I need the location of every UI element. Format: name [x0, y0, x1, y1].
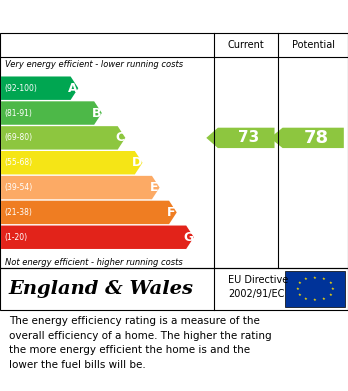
- Text: Current: Current: [228, 40, 264, 50]
- Polygon shape: [1, 77, 78, 100]
- Text: ★: ★: [313, 298, 317, 302]
- Polygon shape: [270, 128, 344, 148]
- Text: A: A: [68, 82, 78, 95]
- Text: B: B: [92, 106, 101, 120]
- Text: Very energy efficient - lower running costs: Very energy efficient - lower running co…: [5, 60, 183, 69]
- Text: (55-68): (55-68): [4, 158, 32, 167]
- Text: C: C: [116, 131, 125, 144]
- Text: 73: 73: [238, 130, 260, 145]
- Polygon shape: [206, 128, 275, 148]
- Text: England & Wales: England & Wales: [9, 280, 194, 298]
- Polygon shape: [1, 226, 194, 249]
- Text: (1-20): (1-20): [4, 233, 27, 242]
- Text: The energy efficiency rating is a measure of the
overall efficiency of a home. T: The energy efficiency rating is a measur…: [9, 316, 271, 369]
- Text: EU Directive
2002/91/EC: EU Directive 2002/91/EC: [228, 275, 288, 299]
- Text: (81-91): (81-91): [4, 109, 32, 118]
- Text: ★: ★: [329, 292, 332, 297]
- Text: (69-80): (69-80): [4, 133, 32, 142]
- Text: (21-38): (21-38): [4, 208, 32, 217]
- Text: Not energy efficient - higher running costs: Not energy efficient - higher running co…: [5, 258, 183, 267]
- Polygon shape: [1, 201, 177, 224]
- Text: (39-54): (39-54): [4, 183, 32, 192]
- Text: ★: ★: [313, 276, 317, 280]
- Text: G: G: [183, 231, 194, 244]
- Text: ★: ★: [329, 282, 332, 285]
- Bar: [285, 271, 345, 307]
- Polygon shape: [1, 176, 160, 199]
- Text: ★: ★: [298, 282, 301, 285]
- Text: ★: ★: [322, 297, 326, 301]
- Text: F: F: [167, 206, 176, 219]
- Text: ★: ★: [322, 277, 326, 281]
- Text: ★: ★: [298, 292, 301, 297]
- Text: ★: ★: [304, 277, 308, 281]
- Text: ★: ★: [304, 297, 308, 301]
- Polygon shape: [1, 126, 125, 150]
- Text: Energy Efficiency Rating: Energy Efficiency Rating: [9, 9, 238, 27]
- Text: ★: ★: [295, 287, 299, 291]
- Text: E: E: [150, 181, 159, 194]
- Polygon shape: [1, 101, 102, 125]
- Polygon shape: [1, 151, 142, 174]
- Text: Potential: Potential: [292, 40, 335, 50]
- Text: 78: 78: [304, 129, 329, 147]
- Text: D: D: [132, 156, 142, 169]
- Text: (92-100): (92-100): [4, 84, 37, 93]
- Text: ★: ★: [331, 287, 334, 291]
